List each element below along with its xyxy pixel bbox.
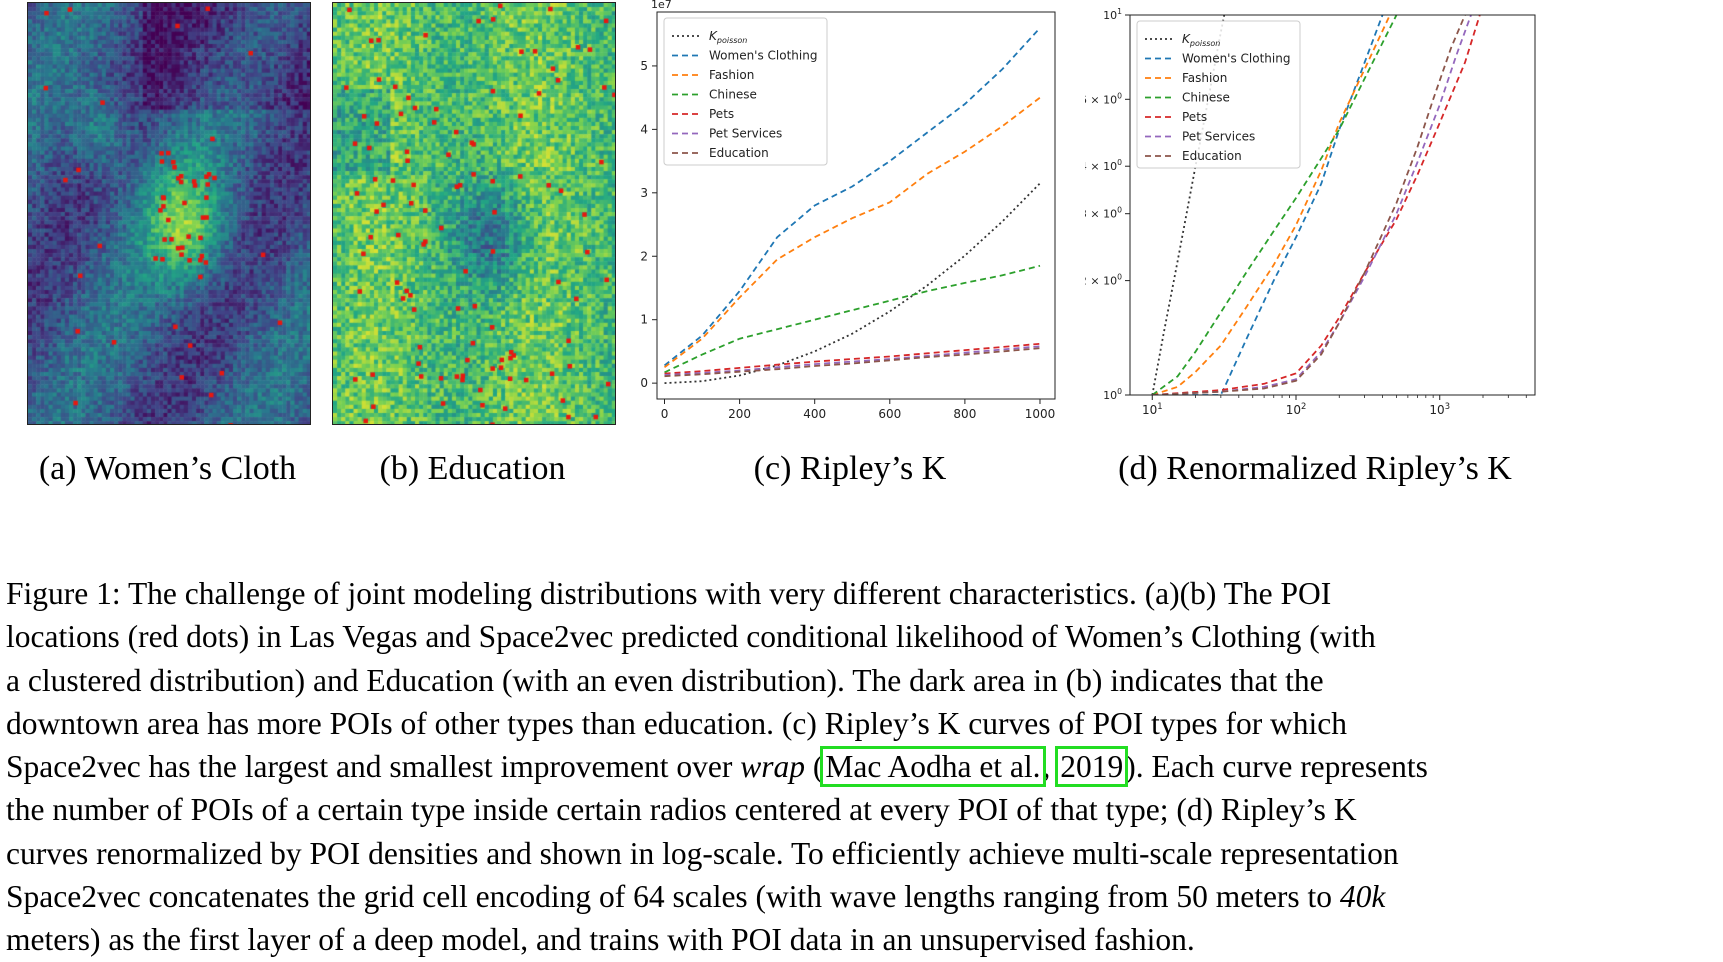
y-tick-label: 4 [640,122,648,136]
legend-label: Women's Clothing [1182,52,1290,66]
x-tick-label: 600 [878,407,901,421]
axes-frame [656,11,1056,400]
caption-text: The challenge of joint modeling distribu… [127,576,1332,611]
legend-label: Chinese [1182,91,1230,105]
panel-b [332,2,616,425]
subcaption-c: (c) Ripley’s K [753,450,947,487]
caption-text: locations (red dots) in Las Vegas and Sp… [6,619,1376,655]
caption-text: Figure 1: [6,576,128,611]
caption-text: meters) as the first layer of a deep mod… [6,922,1195,958]
y-tick-label: 2 [640,249,648,263]
series-line [1152,15,1481,395]
legend-label: Education [1182,149,1242,163]
legend-label: Chinese [709,88,757,102]
y-tick-label: 0 [640,376,648,390]
caption-text: downtown area has more POIs of other typ… [6,705,1348,741]
heatmap-womens-clothing [27,2,311,425]
y-tick-label: 101 [1103,7,1122,22]
legend-box [1136,20,1301,169]
y-tick-label: 3 [640,186,648,200]
caption-text: Space2vec has the largest and smallest i… [6,749,741,785]
series-line [663,27,1041,367]
series-line [664,345,1041,376]
x-tick-label: 800 [953,407,976,421]
subcaption-b: (b) Education [379,450,566,487]
series-line [664,182,1041,384]
caption-line: curves renormalized by POI densities and… [6,832,1718,875]
x-tick-label: 0 [661,407,669,421]
caption-text: 40k [1339,879,1386,915]
legend: Kpoisson Women's Clothing Fashion Chinese Pe… [663,17,828,166]
caption-text: curves renormalized by POI densities and… [6,835,1399,871]
x-tick-label: 400 [803,407,826,421]
caption-text: wrap [740,749,805,785]
series-line [664,347,1041,378]
caption-line: Figure 1: The challenge of joint modelin… [6,572,1718,615]
y-scale-label: 1e7 [651,0,672,11]
caption-text: Space2vec concatenates the grid cell enc… [6,879,1340,915]
y-tick-label: 4 × 100 [1085,158,1122,173]
y-tick-label: 100 [1103,387,1122,402]
legend-label: Women's Clothing [709,49,817,63]
plot-area: 0 200 400 600 800 1000 0 1 2 3 4 5 1e7 Kpoisson Women'… [640,0,1056,421]
figure-caption: Figure 1: The challenge of joint modelin… [6,572,1718,962]
series-line [1152,15,1466,395]
axes-frame [1129,14,1536,396]
y-tick-label: 2 × 100 [1085,273,1122,288]
caption-line: the number of POIs of a certain type ins… [6,788,1718,831]
series-group [1151,15,1481,395]
series-line [1152,15,1384,395]
series-line [1151,15,1398,395]
caption-line: a clustered distribution) and Education … [6,659,1718,702]
citation-link[interactable]: 2019 [1055,746,1129,788]
caption-line: Space2vec concatenates the grid cell enc… [6,875,1718,918]
subcaption-a: (a) Women’s Cloth [38,450,297,487]
series-group [663,27,1041,384]
caption-text: ). Each curve represents [1125,749,1428,785]
x-tick-label: 101 [1142,401,1163,417]
x-tick-label: 102 [1286,401,1307,417]
heatmap-education [332,2,616,425]
caption-text: the number of POIs of a certain type ins… [6,792,1357,828]
caption-text: a clustered distribution) and Education … [6,662,1324,698]
x-tick-label: 1000 [1025,407,1056,421]
caption-text: ( [804,749,824,785]
caption-text: , [1042,749,1059,785]
subcaption-d: (d) Renormalized Ripley’s K [1118,450,1512,487]
plot-area: 101 102 103 100 2 × 100 3 × 100 4 × 100 6 × 100… [1085,7,1536,417]
y-tick-label: 3 × 100 [1085,206,1122,221]
renormalized-ripleys-k-chart: 101 102 103 100 2 × 100 3 × 100 4 × 100 6 × 100… [1085,7,1536,417]
y-tick-label: 5 [640,59,648,73]
y-tick-label: 1 [640,313,648,327]
legend-label: Pet Services [709,127,782,141]
caption-line: Space2vec has the largest and smallest i… [6,745,1718,788]
legend-label: Fashion [1182,71,1227,85]
y-tick-label: 6 × 100 [1085,91,1122,106]
legend-label: Pet Services [1182,130,1255,144]
series-line [1152,15,1391,395]
x-tick-label: 200 [728,407,751,421]
legend-label: Education [709,146,769,160]
panel-a [27,2,311,425]
legend-label: Kpoisson [709,29,747,45]
legend: Kpoisson Women's Clothing Fashion Chinese Pe… [1136,20,1301,169]
legend-label: Pets [1182,110,1207,124]
caption-line: downtown area has more POIs of other typ… [6,702,1718,745]
legend-label: Kpoisson [1182,32,1220,48]
x-tick-label: 103 [1429,401,1450,417]
series-line [664,342,1041,375]
caption-line: meters) as the first layer of a deep mod… [6,918,1718,961]
caption-line: locations (red dots) in Las Vegas and Sp… [6,615,1718,658]
citation-link[interactable]: Mac Aodha et al. [820,746,1046,788]
legend-box [663,17,828,166]
ripleys-k-chart: 0 200 400 600 800 1000 0 1 2 3 4 5 1e7 Kpoisson Women'… [640,0,1056,421]
legend-label: Fashion [709,68,754,82]
legend-label: Pets [709,107,734,121]
series-line [663,96,1041,369]
